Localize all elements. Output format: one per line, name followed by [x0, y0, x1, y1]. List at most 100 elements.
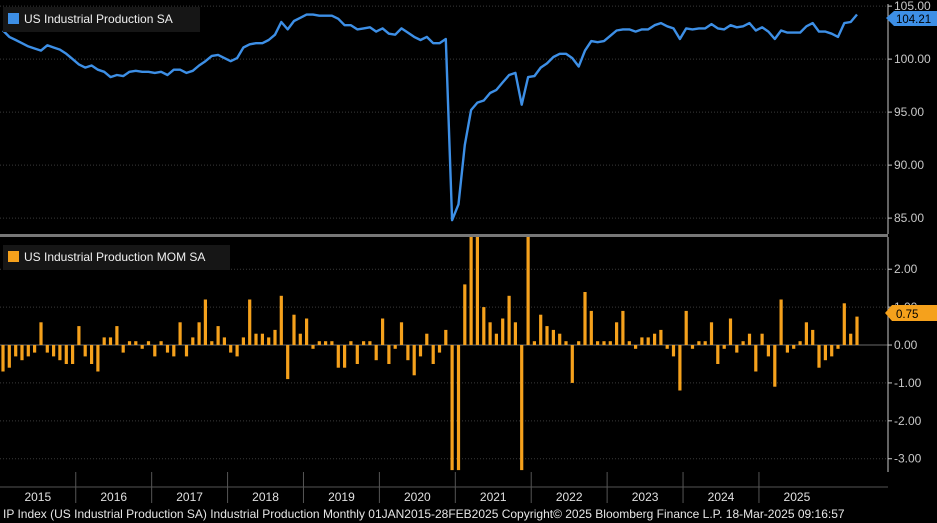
mom-bar: [798, 341, 802, 345]
x-year-label: 2024: [708, 490, 735, 504]
mom-bar: [760, 333, 764, 346]
mom-bar: [71, 345, 75, 364]
mom-bar: [665, 345, 669, 349]
mom-bar: [399, 322, 404, 345]
mom-bar: [545, 326, 549, 346]
mom-bar: [608, 341, 612, 345]
mom-bar: [532, 341, 536, 345]
mom-bar: [526, 237, 530, 345]
mom-bar: [621, 310, 625, 345]
mom-bar: [615, 322, 619, 345]
bottom-tick-label: -2.00: [894, 414, 922, 428]
mom-bar: [830, 345, 834, 357]
mom-bar: [317, 341, 321, 345]
mom-bar: [279, 295, 283, 346]
mom-bar: [475, 237, 479, 345]
top-y-axis-ticks: 85.00 90.00 95.00 100.00 105.00: [887, 0, 931, 234]
mom-bar: [836, 345, 840, 349]
mom-bar: [222, 337, 226, 345]
mom-bar: [33, 345, 37, 353]
mom-bar: [20, 345, 24, 361]
mom-bar: [754, 345, 758, 372]
mom-bar: [690, 345, 695, 349]
mom-bar: [229, 345, 233, 353]
mom-bar: [811, 329, 815, 346]
mom-bar: [602, 341, 606, 345]
mom-bar: [773, 345, 777, 387]
x-year-label: 2015: [24, 490, 51, 504]
mom-bar: [362, 341, 366, 345]
mom-bar: [77, 326, 81, 346]
top-tick-label: 95.00: [894, 105, 924, 119]
mom-bar: [292, 314, 296, 345]
mom-bar: [817, 345, 821, 368]
mom-bar: [596, 341, 600, 345]
top-panel: 85.00 90.00 95.00 100.00 105.00 US Industria…: [0, 0, 937, 234]
mom-bar: [14, 345, 18, 357]
mom-bar: [178, 322, 182, 345]
mom-bar: [539, 314, 543, 345]
mom-bar: [58, 345, 62, 361]
mom-bars: [1, 237, 859, 471]
mom-bar: [273, 329, 277, 346]
bottom-gridlines: [0, 268, 888, 460]
top-gridlines: [0, 5, 888, 219]
mom-bar: [52, 345, 56, 357]
mom-bar: [260, 333, 264, 346]
mom-bar: [90, 345, 94, 364]
top-tick-label: 85.00: [894, 211, 924, 225]
bottom-legend-label: US Industrial Production MOM SA: [24, 250, 205, 264]
mom-bar: [381, 318, 385, 345]
mom-bar: [785, 345, 789, 353]
mom-bar: [722, 345, 726, 349]
mom-bar: [640, 337, 644, 345]
mom-bar: [418, 345, 423, 357]
mom-bar: [577, 341, 581, 345]
bottom-tick-label: 2.00: [894, 262, 918, 276]
mom-bar: [368, 341, 372, 345]
mom-bar: [254, 333, 258, 346]
bottom-legend: US Industrial Production MOM SA: [3, 245, 230, 270]
mom-bar: [412, 345, 416, 376]
mom-bar: [728, 318, 733, 345]
mom-bar: [393, 345, 397, 349]
panel-divider: [0, 234, 888, 237]
mom-bar: [551, 329, 555, 346]
mom-bar: [564, 341, 568, 345]
mom-bar: [387, 345, 391, 364]
ip-index-line: [2, 13, 858, 222]
bottom-last-value-badge: 0.75: [885, 305, 937, 321]
mom-bar: [671, 345, 676, 357]
mom-bar: [134, 341, 138, 345]
bottom-badge-shape: [885, 305, 937, 321]
x-year-label: 2018: [252, 490, 279, 504]
top-last-value-badge: 104.21: [886, 11, 937, 26]
mom-bar: [165, 345, 170, 353]
mom-bar: [849, 333, 853, 346]
bottom-legend-swatch: [8, 251, 19, 262]
mom-bar: [634, 345, 638, 349]
footer-text: IP Index (US Industrial Production SA) I…: [3, 507, 845, 521]
mom-bar: [703, 341, 707, 345]
mom-bar: [45, 345, 49, 353]
top-tick-label: 100.00: [894, 52, 931, 66]
mom-bar: [83, 345, 87, 357]
mom-bar: [431, 345, 435, 364]
mom-bar: [127, 341, 132, 345]
x-year-label: 2025: [784, 490, 811, 504]
mom-bar: [140, 345, 144, 349]
mom-bar: [324, 341, 328, 345]
mom-bar: [102, 337, 106, 345]
mom-bar: [115, 326, 119, 346]
mom-bar: [570, 345, 574, 383]
top-tick-label: 90.00: [894, 158, 924, 172]
mom-bar: [305, 318, 309, 345]
mom-bar: [216, 326, 220, 346]
mom-bar: [558, 333, 562, 346]
mom-bar: [184, 345, 189, 357]
mom-bar: [678, 345, 682, 391]
mom-bar: [823, 345, 827, 361]
top-legend: US Industrial Production SA: [3, 7, 200, 32]
mom-bar: [311, 345, 315, 349]
mom-bar: [1, 345, 5, 372]
